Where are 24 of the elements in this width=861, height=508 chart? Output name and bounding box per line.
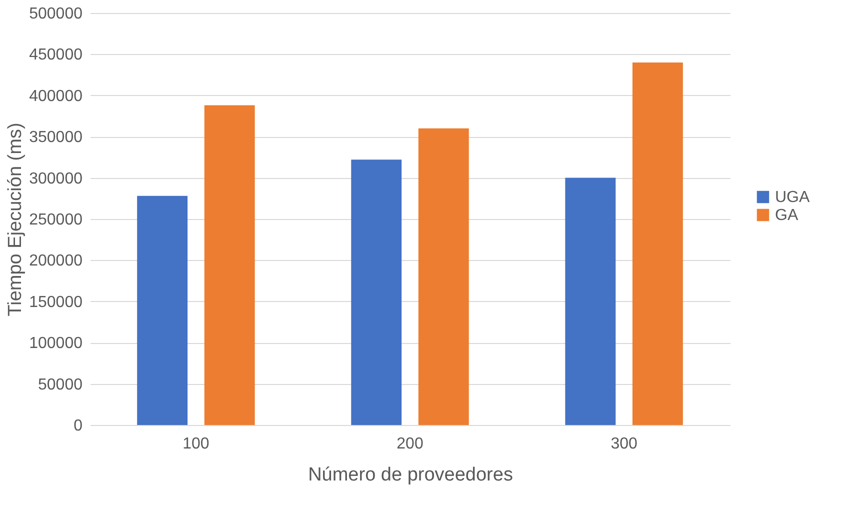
y-tick-label: 150000 — [29, 294, 83, 311]
bar — [418, 128, 469, 425]
legend-label: UGA — [775, 189, 810, 206]
y-tick-label: 50000 — [38, 376, 83, 394]
bar — [632, 62, 683, 425]
y-tick-label: 450000 — [29, 46, 83, 64]
x-tick-label: 300 — [610, 436, 638, 452]
bar — [204, 105, 255, 425]
y-tick-label: 250000 — [29, 212, 83, 228]
legend-label: GA — [775, 207, 798, 224]
y-tick-label: 100000 — [29, 335, 83, 352]
y-tick-label: 0 — [74, 418, 83, 434]
x-axis-title: Número de proveedores — [308, 464, 513, 486]
y-tick-label: 200000 — [29, 252, 83, 270]
x-tick-label: 100 — [182, 436, 210, 452]
y-tick-label: 300000 — [29, 170, 83, 188]
x-tick-label: 200 — [396, 436, 424, 452]
y-tick-label: 400000 — [29, 88, 83, 105]
bar — [565, 178, 616, 425]
y-axis-title: Tiempo Ejecución (ms) — [5, 122, 26, 316]
bar — [351, 160, 402, 425]
bar — [137, 196, 188, 425]
y-tick-label: 350000 — [29, 129, 83, 146]
y-tick-label: 500000 — [29, 6, 83, 22]
